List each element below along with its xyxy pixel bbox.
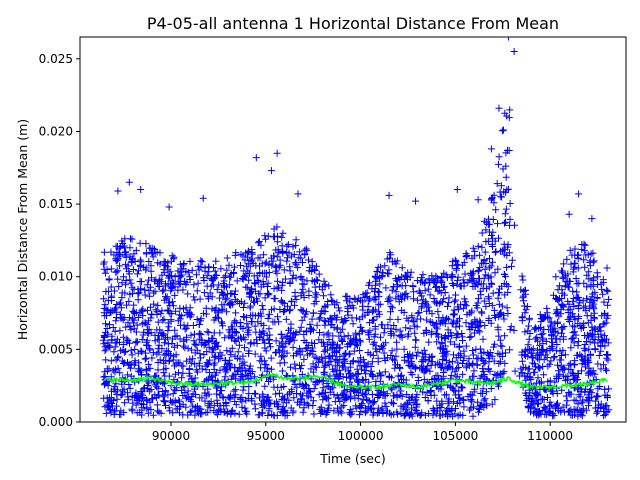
y-tick-label: 0.020 [39,124,73,138]
x-tick-label: 100000 [338,429,384,443]
scatter-point-peak [565,210,573,218]
scatter-point-peak [125,178,133,186]
scatter-point-peak [294,190,302,198]
scatter-point-peak [453,186,461,194]
plot-area-frame [79,36,627,423]
x-axis-label: Time (sec) [319,451,385,466]
y-tick-label: 0.015 [39,197,73,211]
y-tick-label: 0.000 [39,415,73,429]
scatter-point-peak [412,197,420,205]
y-tick-label: 0.025 [39,52,73,66]
chart-title: P4-05-all antenna 1 Horizontal Distance … [147,14,559,33]
scatter-point-peak [165,203,173,211]
x-tick-label: 95000 [247,429,285,443]
scatter-point-peak [588,215,596,223]
x-tick-label: 110000 [527,429,573,443]
scatter-point-peak [273,149,281,157]
y-tick-label: 0.005 [39,342,73,356]
scatter-point-peak [252,154,260,162]
mean-line-layer [103,372,608,392]
x-axis: 90000 95000 100000 105000 110000 [152,422,573,443]
scatter-point-peak [137,186,145,194]
scatter-point-peak [504,37,512,41]
scatter-point-peak [385,191,393,199]
scatter-point-peak [575,190,583,198]
scatter-point-peak [487,145,495,153]
x-tick-label: 105000 [432,429,478,443]
x-tick-label: 90000 [152,429,190,443]
y-axis-label: Horizontal Distance From Mean (m) [15,119,30,340]
scatter-point-peak [267,167,275,175]
y-axis: 0.000 0.005 0.010 0.015 0.020 0.025 [39,52,80,429]
y-tick-label: 0.010 [39,270,73,284]
scatter-point-peak [552,273,560,281]
scatter-point-peak [114,187,122,195]
scatter-point-peak [474,196,482,204]
running-mean-line [103,372,608,392]
scatter-point-peak [603,264,611,272]
scatter-point-peak [495,104,503,112]
scatter-point-peak [510,48,518,56]
scatter-point-peak [199,194,207,202]
